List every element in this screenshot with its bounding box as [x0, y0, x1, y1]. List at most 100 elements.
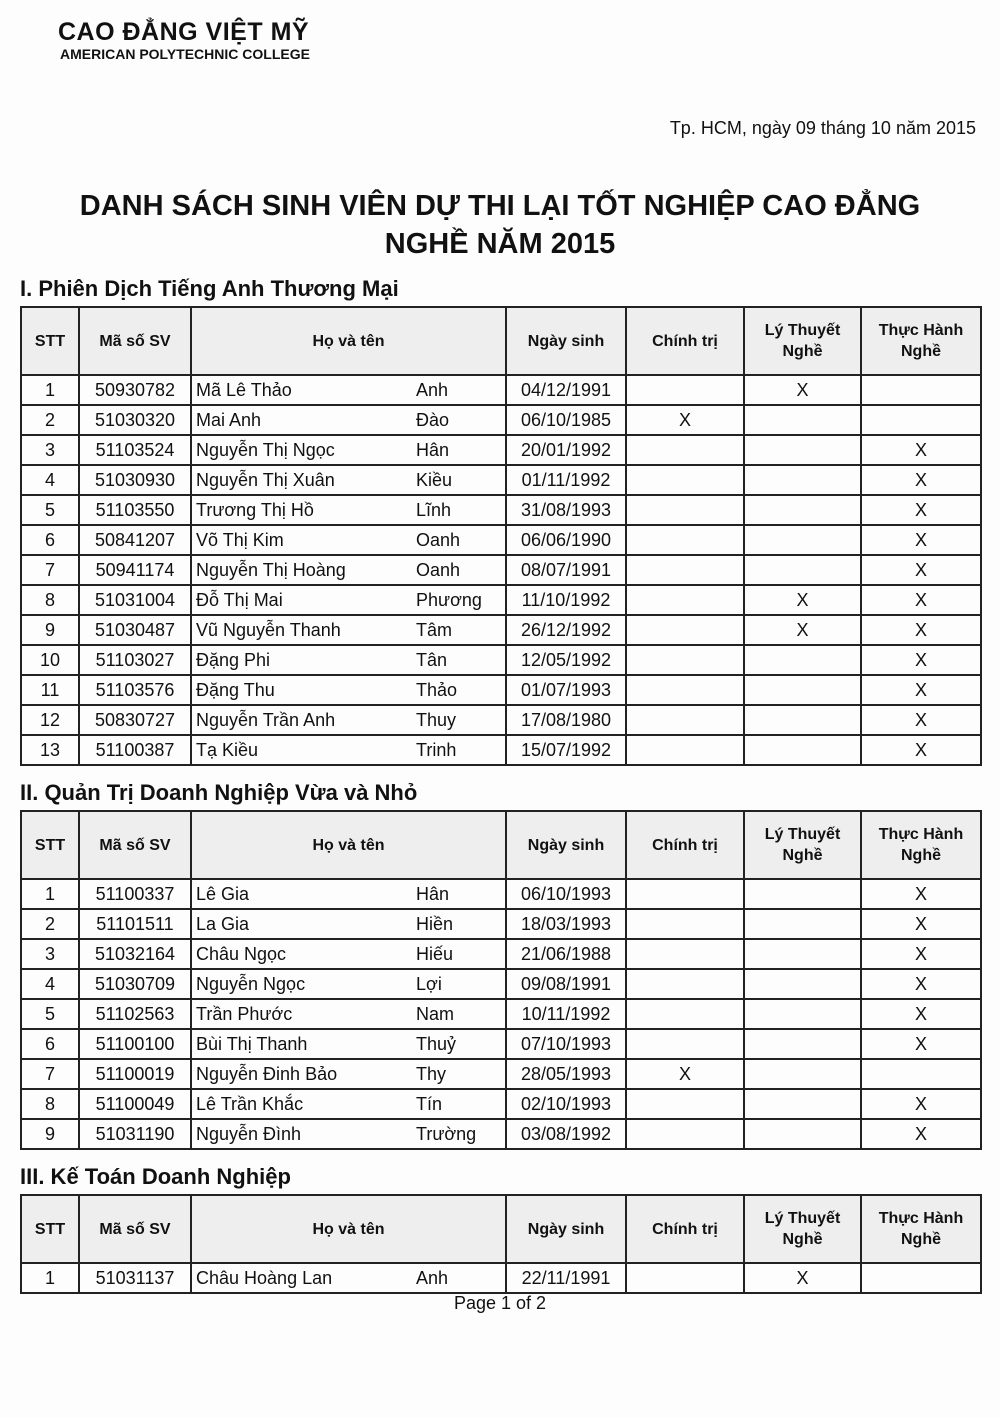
surname: Đỗ Thị Mai [196, 589, 283, 610]
student-row: 10 51103027 Đặng Phi Tân 12/05/1992 X [20, 644, 982, 676]
student-id: 50941174 [78, 554, 192, 586]
exam-mark [625, 614, 745, 646]
stt: 1 [20, 374, 80, 406]
section-title: II. Quản Trị Doanh Nghiệp Vừa và Nhỏ [20, 780, 418, 805]
exam-mark [860, 374, 982, 406]
column-header: Thực Hành Nghề [860, 1194, 982, 1264]
exam-mark [625, 374, 745, 406]
given-name: Kiều [416, 469, 453, 490]
full-name: Nguyễn Thị Xuân Kiều [190, 464, 507, 496]
exam-mark [625, 464, 745, 496]
surname: Nguyễn Thị Xuân [196, 469, 335, 490]
student-row: 3 51032164 Châu Ngọc Hiếu 21/06/1988 X [20, 938, 982, 970]
column-header: Họ và tên [190, 810, 507, 880]
exam-mark [743, 1028, 862, 1060]
birth-date: 26/12/1992 [505, 614, 627, 646]
exam-mark [743, 998, 862, 1030]
exam-mark [625, 1088, 745, 1120]
stt: 2 [20, 908, 80, 940]
stt: 5 [20, 494, 80, 526]
surname: Trương Thị Hồ [196, 499, 314, 520]
exam-mark [625, 554, 745, 586]
exam-mark [625, 1028, 745, 1060]
exam-mark [743, 704, 862, 736]
surname: Mai Anh [196, 409, 262, 430]
student-row: 2 51101511 La Gia Hiền 18/03/1993 X [20, 908, 982, 940]
exam-mark [625, 734, 745, 766]
birth-date: 07/10/1993 [505, 1028, 627, 1060]
exam-mark [625, 524, 745, 556]
surname: Lê Gia [196, 883, 250, 904]
student-row: 2 51030320 Mai Anh Đào 06/10/1985 X [20, 404, 982, 436]
given-name: Tín [416, 1093, 443, 1114]
student-row: 1 50930782 Mã Lê Thảo Anh 04/12/1991 X [20, 374, 982, 406]
section-title: III. Kế Toán Doanh Nghiệp [20, 1164, 291, 1189]
exam-mark: X [860, 968, 982, 1000]
column-header: STT [20, 1194, 80, 1264]
stt: 6 [20, 1028, 80, 1060]
student-id: 51100049 [78, 1088, 192, 1120]
birth-date: 06/10/1985 [505, 404, 627, 436]
student-id: 51100337 [78, 878, 192, 910]
exam-mark: X [860, 1088, 982, 1120]
exam-mark [743, 674, 862, 706]
exam-mark [625, 434, 745, 466]
student-id: 51102563 [78, 998, 192, 1030]
exam-mark: X [860, 614, 982, 646]
full-name: Đặng Thu Thảo [190, 674, 507, 706]
student-row: 13 51100387 Tạ Kiều Trinh 15/07/1992 X [20, 734, 982, 766]
student-row: 12 50830727 Nguyễn Trần Anh Thuy 17/08/1980 X [20, 704, 982, 736]
birth-date: 12/05/1992 [505, 644, 627, 676]
full-name: Lê Gia Hân [190, 878, 507, 910]
full-name: Vũ Nguyễn Thanh Tâm [190, 614, 507, 646]
given-name: Trường [416, 1123, 477, 1144]
given-name: Oanh [416, 529, 461, 550]
exam-mark: X [860, 644, 982, 676]
birth-date: 15/07/1992 [505, 734, 627, 766]
student-table: STT Mã số SV Họ và tên Ngày sinh Chính trị Lý… [20, 1194, 982, 1294]
given-name: Hân [416, 439, 450, 460]
stt: 2 [20, 404, 80, 436]
given-name: Hân [416, 883, 450, 904]
title-line: DANH SÁCH SINH VIÊN DỰ THI LẠI TỐT NGHIỆ… [79, 190, 921, 222]
college-name: CAO ĐẲNG VIỆT MỸ [58, 18, 310, 46]
birth-date: 31/08/1993 [505, 494, 627, 526]
student-table: STT Mã số SV Họ và tên Ngày sinh Chính trị Lý… [20, 306, 982, 766]
student-row: 5 51103550 Trương Thị Hồ Lĩnh 31/08/1993 X [20, 494, 982, 526]
full-name: Nguyễn Đình Trường [190, 1118, 507, 1150]
birth-date: 17/08/1980 [505, 704, 627, 736]
stt: 6 [20, 524, 80, 556]
surname: Nguyễn Đình [196, 1123, 302, 1144]
student-id: 51030930 [78, 464, 192, 496]
birth-date: 04/12/1991 [505, 374, 627, 406]
column-header: Lý Thuyết Nghề [743, 306, 862, 376]
student-id: 51030320 [78, 404, 192, 436]
student-id: 50830727 [78, 704, 192, 736]
student-row: 8 51100049 Lê Trần Khắc Tín 02/10/1993 X [20, 1088, 982, 1120]
given-name: Đào [416, 409, 450, 430]
exam-mark [743, 1118, 862, 1150]
full-name: Đỗ Thị Mai Phương [190, 584, 507, 616]
stt: 4 [20, 968, 80, 1000]
exam-mark: X [860, 1118, 982, 1150]
student-row: 4 51030930 Nguyễn Thị Xuân Kiều 01/11/1992 X [20, 464, 982, 496]
student-id: 51100100 [78, 1028, 192, 1060]
column-header: Mã số SV [78, 810, 192, 880]
student-table: STT Mã số SV Họ và tên Ngày sinh Chính trị Lý… [20, 810, 982, 1150]
surname: Châu Ngọc [196, 943, 287, 964]
full-name: Nguyễn Đinh Bảo Thy [190, 1058, 507, 1090]
full-name: Châu Ngọc Hiếu [190, 938, 507, 970]
full-name: Tạ Kiều Trinh [190, 734, 507, 766]
stt: 5 [20, 998, 80, 1030]
exam-mark [625, 968, 745, 1000]
exam-mark: X [860, 734, 982, 766]
student-id: 50841207 [78, 524, 192, 556]
student-row: 8 51031004 Đỗ Thị Mai Phương 11/10/1992 X X [20, 584, 982, 616]
exam-mark [743, 524, 862, 556]
exam-mark [743, 1088, 862, 1120]
column-header: Họ và tên [190, 1194, 507, 1264]
stt: 12 [20, 704, 80, 736]
content: I. Phiên Dịch Tiếng Anh Thương Mại STT Mã … [20, 272, 982, 1304]
stt: 8 [20, 584, 80, 616]
college-subname: AMERICAN POLYTECHNIC COLLEGE [60, 46, 310, 62]
